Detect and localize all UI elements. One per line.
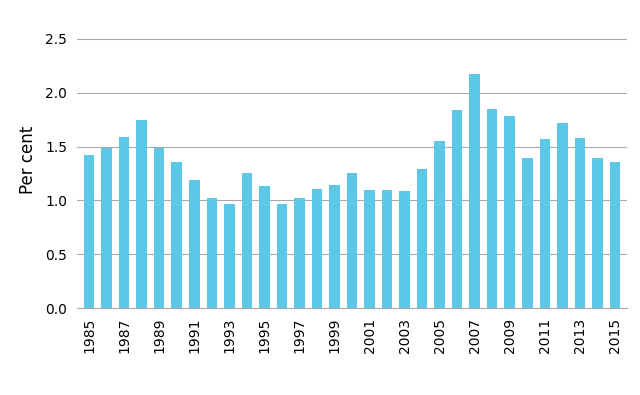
Bar (487, 109, 497, 308)
Bar (399, 191, 410, 308)
Bar (522, 158, 532, 308)
Bar (119, 137, 129, 308)
Bar (294, 198, 305, 308)
Y-axis label: Per cent: Per cent (19, 126, 36, 194)
Bar (504, 117, 515, 308)
Bar (259, 186, 269, 308)
Bar (417, 169, 428, 308)
Bar (172, 162, 182, 308)
Bar (329, 185, 340, 308)
Bar (592, 158, 603, 308)
Bar (470, 74, 480, 308)
Bar (610, 162, 620, 308)
Bar (154, 148, 164, 308)
Bar (312, 188, 322, 308)
Bar (435, 141, 445, 308)
Bar (540, 139, 550, 308)
Bar (452, 110, 463, 308)
Bar (224, 203, 234, 308)
Bar (575, 138, 585, 308)
Bar (101, 148, 112, 308)
Bar (207, 198, 217, 308)
Bar (84, 155, 94, 308)
Bar (241, 173, 252, 308)
Bar (136, 120, 147, 308)
Bar (364, 190, 375, 308)
Bar (276, 203, 287, 308)
Bar (347, 173, 357, 308)
Bar (382, 190, 392, 308)
Bar (557, 123, 568, 308)
Bar (189, 180, 200, 308)
